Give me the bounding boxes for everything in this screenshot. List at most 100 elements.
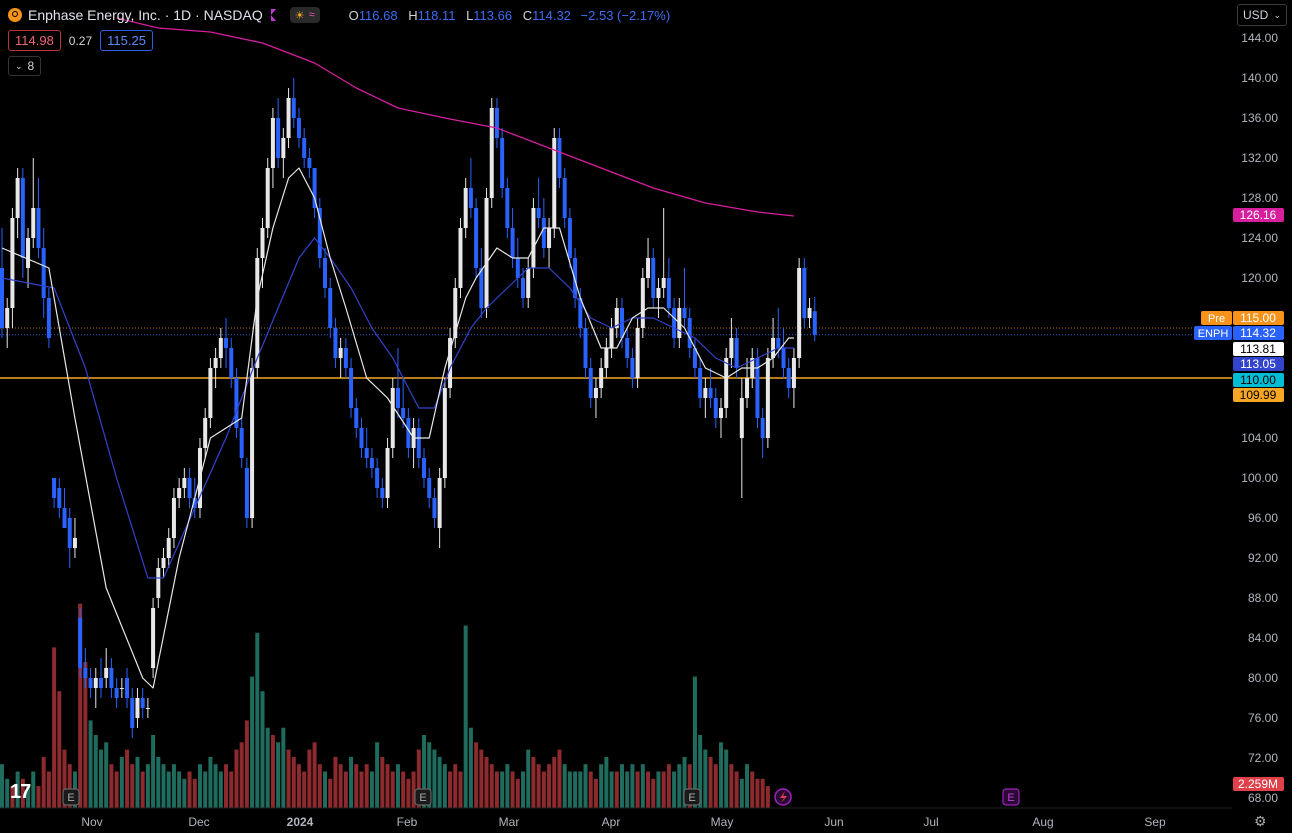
candle[interactable] <box>687 318 692 348</box>
candle[interactable] <box>67 518 72 548</box>
candle[interactable] <box>526 268 531 298</box>
candle[interactable] <box>797 268 802 358</box>
candle[interactable] <box>140 698 145 708</box>
candle[interactable] <box>458 228 463 288</box>
candle[interactable] <box>349 368 354 408</box>
candle[interactable] <box>765 358 770 438</box>
candle[interactable] <box>760 418 765 438</box>
candle[interactable] <box>786 368 791 388</box>
candle[interactable] <box>31 208 36 238</box>
candle[interactable] <box>614 308 619 328</box>
candle[interactable] <box>682 308 687 318</box>
candle[interactable] <box>505 188 510 228</box>
candle[interactable] <box>270 118 275 168</box>
candle[interactable] <box>604 348 609 368</box>
candle[interactable] <box>448 338 453 388</box>
candle[interactable] <box>177 488 182 498</box>
candle[interactable] <box>229 348 234 378</box>
candle[interactable] <box>427 478 432 498</box>
candle[interactable] <box>692 348 697 368</box>
indicators-toggle[interactable]: ⌄ 8 <box>8 56 42 76</box>
candle[interactable] <box>578 298 583 328</box>
candle[interactable] <box>776 338 781 348</box>
candle[interactable] <box>479 268 484 308</box>
candle[interactable] <box>5 308 10 328</box>
candle[interactable] <box>46 298 51 338</box>
candle[interactable] <box>422 458 427 478</box>
candle[interactable] <box>182 478 187 488</box>
market-status-pill[interactable]: ☀ ≈ <box>289 7 320 23</box>
candle[interactable] <box>317 208 322 258</box>
candle[interactable] <box>57 488 62 508</box>
candle[interactable] <box>745 378 750 398</box>
candle[interactable] <box>88 678 93 688</box>
candle[interactable] <box>718 408 723 418</box>
candle[interactable] <box>98 678 103 688</box>
candle[interactable] <box>390 388 395 448</box>
candle[interactable] <box>646 258 651 278</box>
candle[interactable] <box>302 138 307 158</box>
gear-icon[interactable]: ⚙ <box>1254 813 1267 829</box>
candle[interactable] <box>166 538 171 558</box>
candle[interactable] <box>323 258 328 288</box>
candle[interactable] <box>484 198 489 308</box>
candle[interactable] <box>187 478 192 498</box>
candle[interactable] <box>651 258 656 298</box>
candle[interactable] <box>83 668 88 678</box>
symbol-title[interactable]: Enphase Energy, Inc. · 1D · NASDAQ <box>28 7 263 23</box>
candle[interactable] <box>130 698 135 728</box>
candle[interactable] <box>656 288 661 298</box>
flag-icon[interactable] <box>270 9 276 21</box>
candle[interactable] <box>802 268 807 318</box>
candle[interactable] <box>755 358 760 418</box>
candle[interactable] <box>489 108 494 198</box>
candle[interactable] <box>265 168 270 228</box>
candle[interactable] <box>10 218 15 308</box>
candle[interactable] <box>208 368 213 418</box>
candle[interactable] <box>62 508 67 528</box>
candle[interactable] <box>260 228 265 258</box>
candle[interactable] <box>395 388 400 408</box>
candle[interactable] <box>588 368 593 398</box>
candle[interactable] <box>307 158 312 168</box>
candle[interactable] <box>781 348 786 368</box>
candle[interactable] <box>375 468 380 488</box>
candle[interactable] <box>573 258 578 298</box>
candle[interactable] <box>807 308 812 318</box>
candle[interactable] <box>145 708 150 709</box>
candle[interactable] <box>552 138 557 228</box>
candle[interactable] <box>369 458 374 468</box>
candle[interactable] <box>635 328 640 378</box>
candle[interactable] <box>20 178 25 258</box>
sell-price-button[interactable]: 114.98 <box>8 30 61 51</box>
candle[interactable] <box>26 238 31 268</box>
candle[interactable] <box>125 678 130 698</box>
candle[interactable] <box>156 568 161 598</box>
candle[interactable] <box>343 348 348 368</box>
candle[interactable] <box>547 228 552 248</box>
earnings-marker[interactable] <box>1002 788 1020 806</box>
currency-select[interactable]: USD ⌄ <box>1237 4 1287 26</box>
candle[interactable] <box>234 378 239 428</box>
candle[interactable] <box>698 368 703 398</box>
candle[interactable] <box>52 478 57 498</box>
candle[interactable] <box>531 208 536 268</box>
candle[interactable] <box>401 408 406 418</box>
candle[interactable] <box>593 388 598 398</box>
candle[interactable] <box>161 558 166 568</box>
candle[interactable] <box>583 328 588 368</box>
candle[interactable] <box>713 398 718 418</box>
candle[interactable] <box>93 678 98 688</box>
candle[interactable] <box>114 688 119 698</box>
candle[interactable] <box>567 218 572 258</box>
candle[interactable] <box>171 498 176 538</box>
candle[interactable] <box>771 338 776 358</box>
candle[interactable] <box>812 311 817 335</box>
candle[interactable] <box>510 228 515 258</box>
candle[interactable] <box>536 208 541 218</box>
candle[interactable] <box>281 138 286 158</box>
candle[interactable] <box>442 388 447 478</box>
candle[interactable] <box>416 428 421 458</box>
candle[interactable] <box>515 258 520 278</box>
candle[interactable] <box>36 208 41 248</box>
